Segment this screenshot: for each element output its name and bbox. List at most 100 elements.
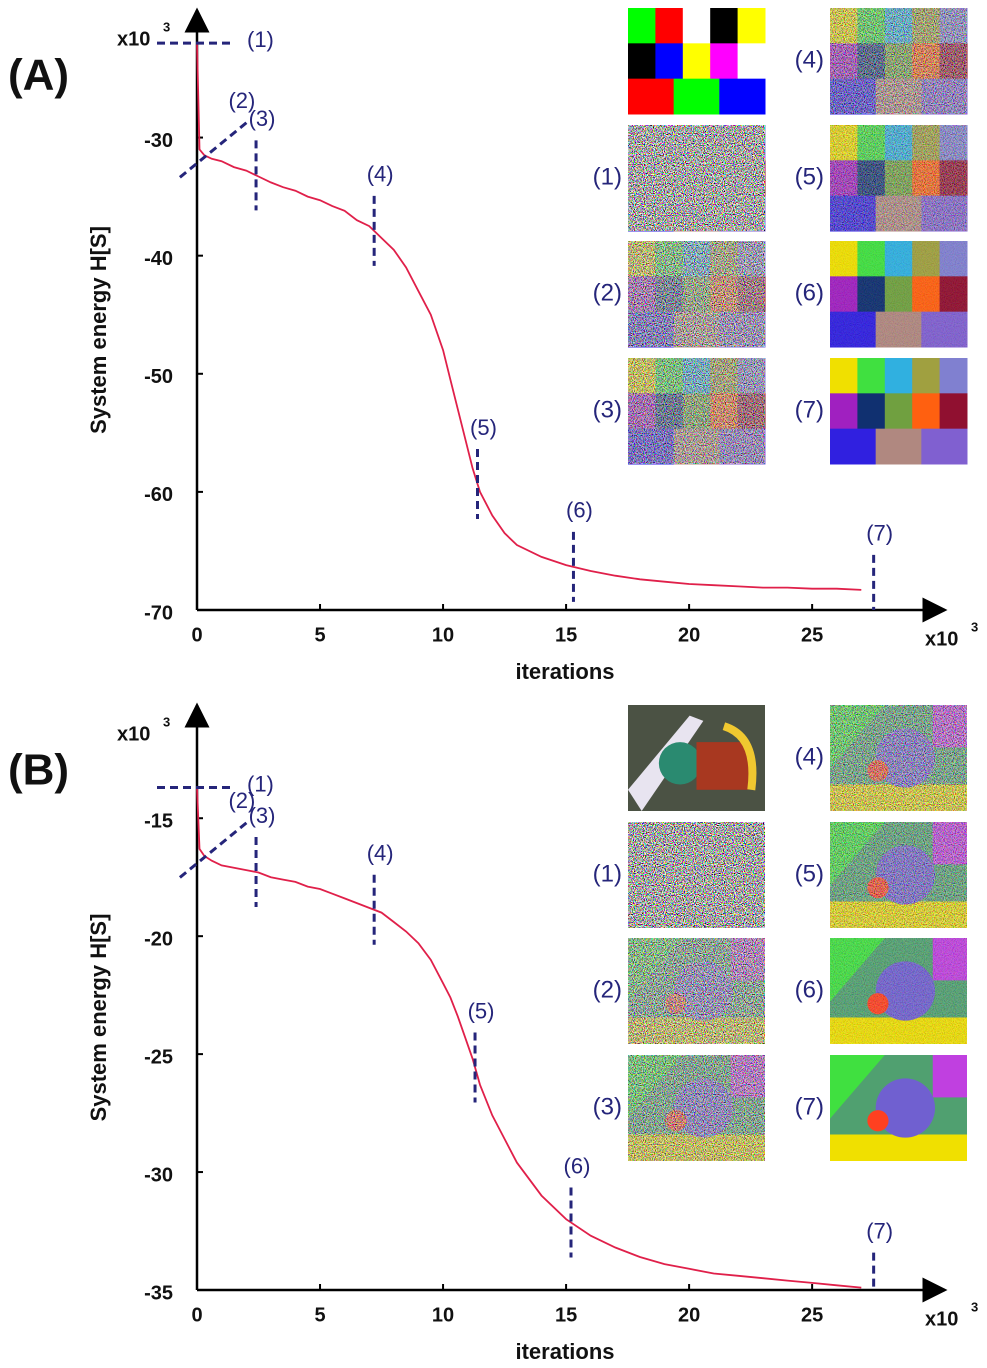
block [857, 358, 886, 394]
y-multiplier-exp: 3 [163, 714, 170, 729]
thumbnail-label: (2) [593, 976, 622, 1003]
block [737, 8, 766, 44]
y-tick-label: -70 [144, 602, 173, 624]
seg [867, 1110, 889, 1132]
annotation-label: (1) [247, 27, 274, 52]
annotation-label: (7) [866, 1218, 893, 1243]
x-tick-label: 0 [191, 1304, 202, 1326]
block [830, 428, 877, 465]
ring [722, 722, 757, 791]
energy-line [196, 43, 862, 591]
x-multiplier-exp: 3 [971, 619, 978, 634]
x-tick-label: 15 [555, 624, 577, 646]
y-tick-label: -60 [144, 484, 173, 506]
block [710, 43, 739, 80]
annotation-label: (2) [228, 88, 255, 113]
x-tick-label: 15 [555, 1304, 577, 1326]
thumbnail-label: (4) [795, 743, 824, 770]
annotation-label: (4) [367, 162, 394, 187]
thumbnail-label: (2) [593, 279, 622, 306]
annotation-label: (5) [468, 998, 495, 1023]
noise [628, 1055, 765, 1161]
thumbnail-label: (4) [795, 46, 824, 73]
noise [628, 938, 765, 1044]
y-multiplier: x10 [117, 28, 150, 50]
block [628, 8, 656, 44]
seg [875, 1078, 936, 1138]
block [884, 358, 913, 394]
annotation-label: (5) [470, 415, 497, 440]
annotation-label: (2) [228, 788, 255, 813]
block [655, 43, 684, 80]
y-tick-label: -25 [144, 1046, 173, 1068]
noise [628, 241, 765, 347]
y-axis-label: System energy H[S] [86, 226, 111, 434]
x-tick-label: 25 [801, 1304, 823, 1326]
x-tick-label: 10 [432, 624, 454, 646]
thumbnail-label: (6) [795, 279, 824, 306]
noise [628, 822, 765, 928]
block [628, 78, 675, 115]
annotation-marker [178, 821, 248, 879]
y-tick-label: -30 [144, 1164, 173, 1186]
x-tick-label: 5 [314, 624, 325, 646]
x-axis-label: iterations [515, 659, 614, 684]
block [737, 43, 766, 80]
thumbnail [628, 705, 765, 811]
block [719, 78, 766, 115]
block [939, 358, 968, 394]
seg [932, 1055, 967, 1098]
x-multiplier-exp: 3 [971, 1299, 978, 1314]
thumbnail [830, 705, 967, 811]
noise [830, 241, 967, 347]
thumbnail [830, 358, 968, 465]
x-tick-label: 0 [191, 624, 202, 646]
x-multiplier: x10 [925, 628, 958, 650]
block [921, 428, 968, 465]
thumbnail [628, 938, 765, 1044]
annotation-label: (6) [564, 1153, 591, 1178]
annotation-marker [178, 121, 248, 179]
block [710, 8, 739, 44]
thumbnail [628, 1055, 765, 1161]
noise [830, 938, 967, 1044]
annotation-label: (7) [866, 521, 893, 546]
thumbnail [628, 241, 766, 348]
y-axis-label: System energy H[S] [86, 914, 111, 1122]
seg [830, 1134, 967, 1161]
annotation-label: (3) [249, 106, 276, 131]
block [628, 43, 656, 80]
thumbnail-label: (7) [795, 1093, 824, 1120]
block [939, 393, 968, 430]
y-tick-label: -30 [144, 130, 173, 152]
annotation-label: (1) [247, 771, 274, 796]
annotation-label: (6) [566, 498, 593, 523]
block [682, 8, 711, 44]
block [857, 393, 886, 430]
thumbnail-label: (5) [795, 163, 824, 190]
thumbnail [830, 125, 968, 232]
x-multiplier: x10 [925, 1308, 958, 1330]
bowl [658, 742, 702, 785]
dish [696, 742, 749, 790]
thumbnail [628, 125, 766, 232]
noise [830, 125, 967, 231]
x-tick-label: 5 [314, 1304, 325, 1326]
thumbnail [830, 8, 968, 115]
noise [830, 705, 967, 811]
thumbnail-label: (3) [593, 396, 622, 423]
x-tick-label: 10 [432, 1304, 454, 1326]
y-tick-label: -40 [144, 248, 173, 270]
noise [830, 8, 967, 114]
block [875, 428, 922, 465]
noise [830, 822, 967, 928]
y-tick-label: -15 [144, 811, 173, 833]
y-tick-label: -50 [144, 366, 173, 388]
block [912, 358, 941, 394]
thumbnail [628, 822, 765, 928]
y-tick-label: -20 [144, 928, 173, 950]
noise [628, 358, 765, 464]
y-tick-label: -35 [144, 1282, 173, 1304]
